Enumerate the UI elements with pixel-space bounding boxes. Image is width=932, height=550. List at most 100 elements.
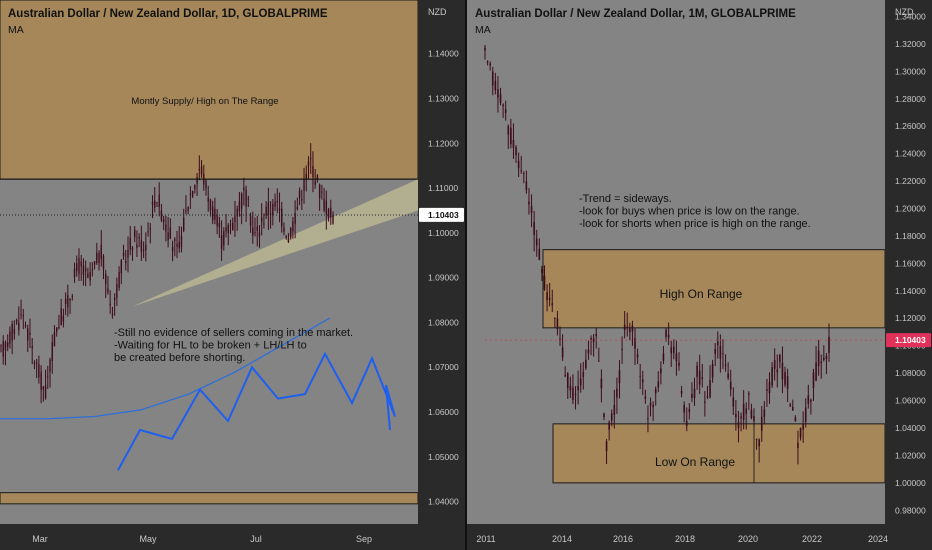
price-tick: 1.14000 [895, 286, 926, 296]
candle-body [274, 201, 276, 207]
pane-divider[interactable] [465, 0, 467, 550]
candle-body [84, 268, 87, 272]
price-tick: 1.10000 [428, 228, 459, 238]
price-tick: 1.16000 [895, 258, 926, 268]
time-tick: Sep [356, 534, 372, 544]
candle-body [494, 80, 497, 91]
candle-body [22, 315, 24, 317]
candle-body [709, 379, 711, 398]
candle-body [773, 360, 776, 369]
candle-body [142, 249, 145, 251]
candle-body [327, 209, 330, 218]
candle-body [15, 319, 18, 323]
candle-body [167, 232, 169, 241]
candle-body [590, 338, 592, 341]
candle-body [107, 288, 109, 293]
candle-body [745, 408, 748, 414]
candle-body [272, 203, 274, 215]
candle-body [546, 292, 548, 301]
candle-body [73, 268, 76, 278]
candle-body [722, 353, 724, 355]
candle-body [538, 248, 541, 260]
daily-chart[interactable]: Montly Supply/ High on The Range -Still n… [0, 0, 465, 550]
monthly-chart-pane[interactable]: High On Range Low On Range -Trend = sidewa… [467, 0, 932, 550]
candle-body [585, 359, 587, 369]
candle-body [33, 362, 36, 364]
candle-body [528, 201, 530, 205]
candle-body [706, 396, 709, 398]
candle-body [209, 199, 212, 211]
zone-label: Low On Range [655, 455, 735, 469]
candle-body [781, 362, 784, 380]
candle-body [13, 329, 16, 335]
price-tick: 0.98000 [895, 505, 926, 515]
price-axis[interactable] [418, 0, 465, 550]
monthly-chart[interactable]: High On Range Low On Range -Trend = sidewa… [467, 0, 932, 550]
candle-body [151, 201, 154, 206]
analysis-note: be created before shorting. [114, 352, 245, 364]
candle-body [654, 388, 657, 394]
candle-body [323, 198, 325, 211]
price-axis[interactable] [885, 0, 932, 550]
candle-body [592, 338, 595, 342]
candle-body [225, 227, 227, 232]
candle-body [618, 370, 621, 384]
candle-body [18, 322, 20, 330]
candle-body [678, 362, 680, 366]
candle-body [289, 227, 292, 238]
candle-body [91, 269, 94, 271]
candle-body [748, 393, 750, 395]
candle-body [145, 244, 147, 251]
time-tick: Mar [32, 534, 48, 544]
time-axis[interactable] [0, 524, 465, 550]
zone-label: Montly Supply/ High on The Range [131, 96, 278, 107]
candle-body [525, 181, 528, 190]
candle-body [815, 362, 817, 381]
time-axis[interactable] [467, 524, 932, 550]
price-tick: 1.08000 [895, 368, 926, 378]
price-tick: 1.08000 [428, 317, 459, 327]
candle-body [9, 331, 11, 344]
candle-body [198, 168, 201, 171]
candle-body [189, 193, 192, 195]
candle-body [267, 202, 270, 215]
candle-body [256, 226, 258, 231]
candle-body [269, 213, 272, 215]
candle-body [234, 216, 236, 222]
candle-body [799, 427, 802, 438]
candle-body [125, 260, 127, 264]
price-tick: 1.04000 [895, 423, 926, 433]
candle-body [147, 231, 149, 233]
candle-body [160, 210, 163, 221]
candle-body [49, 359, 51, 372]
candle-body [292, 221, 294, 232]
candle-body [559, 338, 561, 340]
candle-body [174, 239, 176, 241]
analysis-note: -Trend = sideways. [579, 193, 672, 205]
daily-chart-pane[interactable]: Montly Supply/ High on The Range -Still n… [0, 0, 465, 550]
candle-body [649, 402, 652, 406]
candle-body [634, 338, 636, 349]
candle-body [42, 387, 45, 390]
candle-body [218, 222, 221, 228]
candle-body [154, 200, 156, 208]
candle-body [639, 375, 641, 377]
candle-body [760, 416, 763, 431]
candle-body [742, 403, 745, 420]
candle-body [40, 371, 42, 390]
candle-body [662, 353, 665, 361]
candle-body [732, 397, 735, 407]
price-tag-label: 1.10403 [428, 210, 459, 220]
candle-body [102, 256, 105, 270]
candle-body [136, 244, 138, 248]
candle-body [113, 297, 116, 300]
analysis-note: -Waiting for HL to be broken + LH/LH to [114, 340, 307, 352]
candle-body [80, 261, 82, 267]
price-tick: 1.26000 [895, 121, 926, 131]
range-zone [552, 423, 886, 484]
candle-body [693, 388, 696, 398]
candle-body [243, 187, 245, 191]
candle-body [71, 296, 74, 298]
price-tick: 1.12000 [428, 138, 459, 148]
